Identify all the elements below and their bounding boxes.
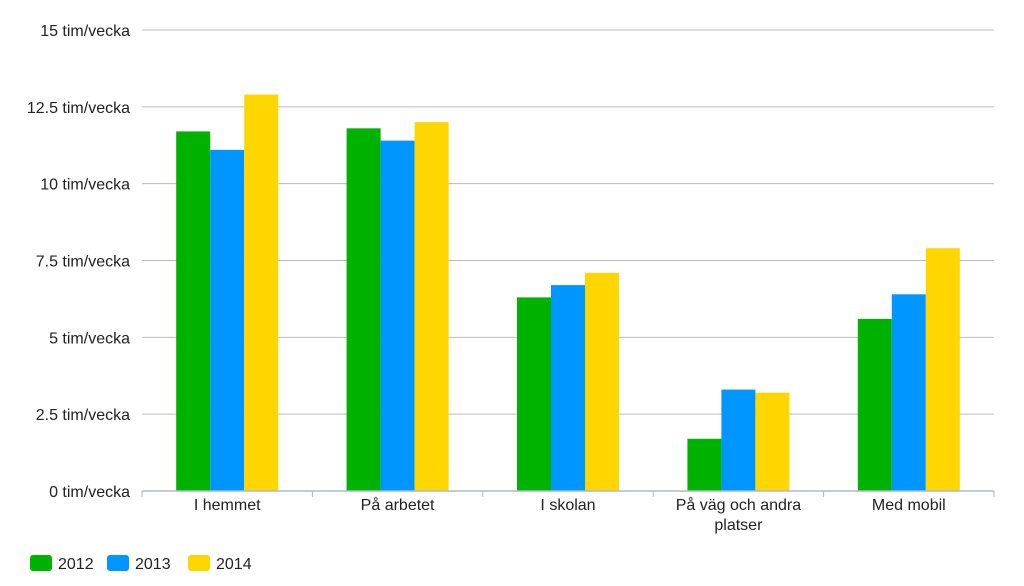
bar-2012 — [346, 128, 381, 491]
y-tick-label: 0 tim/vecka — [49, 484, 130, 501]
x-category-label-line: I hemmet — [194, 497, 261, 514]
y-tick-label: 2.5 tim/vecka — [36, 407, 130, 424]
legend-swatch-2013 — [107, 555, 129, 571]
bar-2014 — [925, 248, 960, 491]
y-tick-label: 7.5 tim/vecka — [36, 254, 130, 271]
bar-2013 — [210, 149, 245, 492]
x-category-label-line: Med mobil — [872, 497, 946, 514]
x-category-label-line: På väg och andra — [676, 496, 802, 514]
x-category-label-line: I skolan — [540, 497, 595, 514]
bar-2012 — [687, 438, 722, 491]
legend-label-2013: 2013 — [135, 556, 171, 573]
legend: 2012 2013 2014 — [30, 555, 252, 573]
x-category-label: I skolan — [540, 497, 595, 514]
bar-2012 — [517, 297, 551, 491]
bar-2014 — [755, 392, 790, 491]
legend-swatch-2014 — [188, 555, 210, 571]
bar-2012 — [176, 131, 211, 492]
gridlines — [142, 29, 994, 415]
x-category-label-line: platser — [714, 517, 763, 534]
legend-label-2014: 2014 — [216, 556, 252, 573]
legend-label-2012: 2012 — [58, 556, 94, 573]
x-category-label: I hemmet — [194, 497, 261, 514]
x-category-label: På väg och andra platser — [676, 496, 802, 534]
y-tick-label: 15 tim/vecka — [40, 23, 130, 40]
y-tick-label: 12.5 tim/vecka — [27, 100, 130, 117]
bar-2013 — [721, 389, 756, 491]
bars — [176, 94, 960, 492]
x-category-label-line: På arbetet — [361, 496, 435, 514]
y-tick-label: 5 tim/vecka — [49, 330, 130, 347]
y-axis-tick-labels: 0 tim/vecka 2.5 tim/vecka 5 tim/vecka 7.5 t… — [27, 23, 130, 501]
x-axis — [141, 490, 995, 497]
y-tick-label: 10 tim/vecka — [40, 177, 130, 194]
x-category-label: På arbetet — [361, 496, 435, 514]
bar-2014 — [414, 122, 449, 491]
bar-2014 — [585, 272, 619, 491]
bar-2014 — [244, 94, 279, 491]
bar-2012 — [857, 318, 892, 491]
legend-swatch-2012 — [30, 555, 52, 571]
bar-2013 — [380, 140, 415, 491]
x-category-label: Med mobil — [872, 497, 946, 514]
x-axis-category-labels: I hemmet På arbetet I skolan På väg och and… — [194, 496, 946, 534]
bar-2013 — [551, 285, 585, 491]
bar-2013 — [891, 294, 926, 491]
